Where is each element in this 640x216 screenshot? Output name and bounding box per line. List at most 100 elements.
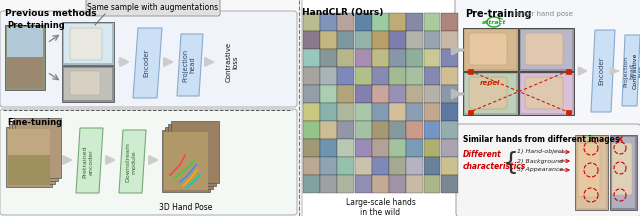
Bar [406,121,423,139]
Bar [441,85,458,103]
Bar [389,67,406,85]
Bar [62,22,114,65]
Bar [7,27,43,57]
Text: 1) Hand-object: 1) Hand-object [517,149,564,154]
Text: Different
characteristics: Different characteristics [463,150,526,171]
Bar [389,85,406,103]
Bar [164,132,208,190]
Bar [406,67,423,85]
Bar [406,31,423,49]
Bar [519,28,574,71]
Bar [441,13,458,31]
Bar [389,139,406,157]
FancyBboxPatch shape [525,77,563,109]
Bar [389,49,406,67]
Bar [162,130,210,192]
Bar [575,135,608,210]
Bar [303,103,320,121]
Bar [303,175,320,193]
Bar [12,121,58,181]
Bar [389,157,406,175]
Bar [337,103,355,121]
Bar [64,68,112,100]
Bar [7,57,43,88]
Bar [337,49,355,67]
Text: Same sample with augmentations: Same sample with augmentations [88,3,219,13]
Bar [566,110,570,114]
FancyBboxPatch shape [578,143,600,197]
FancyBboxPatch shape [0,11,297,107]
Bar [424,157,440,175]
Bar [355,49,372,67]
Bar [320,139,337,157]
Bar [372,175,389,193]
Bar [424,13,440,31]
Bar [389,175,406,193]
Text: Pre-training: Pre-training [465,9,532,19]
Bar [355,85,372,103]
Bar [521,74,572,113]
Bar [355,67,372,85]
Bar [5,25,45,90]
Bar [165,127,213,189]
Text: Projection
head: Projection head [182,48,195,82]
Bar [355,13,372,31]
Bar [320,157,337,175]
Bar [424,175,440,193]
Bar [406,103,423,121]
Text: Pre-training: Pre-training [7,21,65,30]
Bar [320,13,337,31]
Bar [465,74,516,113]
Bar [15,118,61,178]
Bar [424,67,440,85]
Bar [337,31,355,49]
Bar [424,139,440,157]
FancyBboxPatch shape [469,77,507,109]
Bar [320,175,337,193]
Bar [168,124,216,186]
Polygon shape [591,30,615,112]
Bar [320,67,337,85]
Bar [337,157,355,175]
Bar [303,13,320,31]
Bar [9,124,55,184]
FancyBboxPatch shape [0,109,297,215]
Bar [372,157,389,175]
Bar [406,85,423,103]
Bar [355,175,372,193]
Text: Contrastive
loss: Contrastive loss [225,42,239,82]
Bar [355,31,372,49]
Bar [389,103,406,121]
Bar [372,13,389,31]
Text: Previous methods: Previous methods [5,9,97,18]
FancyBboxPatch shape [456,124,640,216]
Bar [62,66,114,102]
Polygon shape [589,137,593,141]
Bar [8,129,50,185]
Bar [372,103,389,121]
Bar [6,127,52,187]
Bar [303,49,320,67]
Bar [337,67,355,85]
Bar [372,67,389,85]
Bar [424,31,440,49]
Bar [337,139,355,157]
Bar [406,13,423,31]
Bar [610,135,637,210]
Bar [521,30,572,69]
Bar [612,137,635,208]
Bar [355,139,372,157]
Bar [424,49,440,67]
Bar [372,139,389,157]
Text: attract: attract [482,20,506,25]
Bar [463,72,518,115]
Text: Pretrained
encoder: Pretrained encoder [83,146,93,178]
Bar [171,121,219,183]
FancyBboxPatch shape [612,143,632,195]
Bar [372,31,389,49]
Bar [372,85,389,103]
FancyBboxPatch shape [469,33,507,65]
Bar [441,103,458,121]
Polygon shape [119,130,146,193]
Bar [441,139,458,157]
